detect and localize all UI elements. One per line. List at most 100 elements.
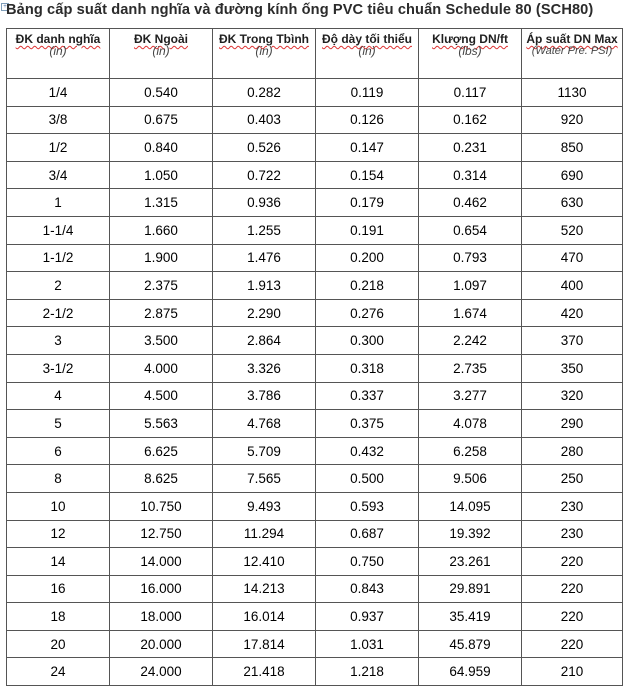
- cell-nominal-size: 18: [6, 602, 110, 631]
- header-label: Độ dày tối thiểu: [322, 32, 412, 46]
- header-label: ĐK Trong Tbình: [219, 32, 309, 46]
- cell-weight: 64.959: [418, 657, 522, 687]
- cell-inner-diameter: 0.936: [212, 188, 316, 217]
- table-row: 6 6.625 5.709 0.432 6.258 280: [6, 436, 623, 466]
- cell-weight: 23.261: [418, 547, 522, 576]
- cell-max-pressure: 690: [521, 160, 623, 190]
- cell-inner-diameter: 9.493: [212, 491, 316, 521]
- cell-outer-diameter: 4.000: [109, 353, 213, 383]
- cell-min-wall: 0.337: [315, 381, 419, 411]
- table-row: 8 8.625 7.565 0.500 9.506 250: [6, 464, 623, 493]
- cell-min-wall: 0.191: [315, 215, 419, 245]
- cell-nominal-size: 6: [6, 436, 110, 466]
- cell-min-wall: 0.500: [315, 464, 419, 493]
- cell-weight: 14.095: [418, 491, 522, 521]
- header-outer-diameter: ĐK Ngoài (in): [109, 28, 213, 79]
- cell-min-wall: 0.154: [315, 160, 419, 190]
- cell-outer-diameter: 1.315: [109, 188, 213, 217]
- cell-outer-diameter: 6.625: [109, 436, 213, 466]
- cell-nominal-size: 2: [6, 271, 110, 300]
- header-unit: (in): [255, 44, 273, 58]
- cell-outer-diameter: 2.375: [109, 271, 213, 300]
- header-unit: (Water Pre. PSI): [531, 45, 613, 57]
- page-title: Bảng cấp suất danh nghĩa và đường kính ố…: [6, 2, 594, 18]
- cell-weight: 6.258: [418, 436, 522, 466]
- table-move-handle-icon[interactable]: +: [1, 3, 9, 11]
- cell-nominal-size: 3-1/2: [6, 353, 110, 383]
- cell-max-pressure: 1130: [521, 78, 623, 107]
- cell-inner-diameter: 12.410: [212, 547, 316, 576]
- cell-max-pressure: 630: [521, 188, 623, 217]
- cell-max-pressure: 350: [521, 353, 623, 383]
- cell-min-wall: 0.318: [315, 353, 419, 383]
- table-row: 24 24.000 21.418 1.218 64.959 210: [6, 657, 623, 687]
- cell-nominal-size: 1/2: [6, 133, 110, 162]
- cell-min-wall: 0.126: [315, 105, 419, 135]
- cell-nominal-size: 3/4: [6, 160, 110, 190]
- cell-weight: 1.097: [418, 271, 522, 300]
- cell-weight: 45.879: [418, 629, 522, 659]
- cell-max-pressure: 210: [521, 657, 623, 687]
- cell-min-wall: 0.375: [315, 409, 419, 438]
- cell-inner-diameter: 1.255: [212, 215, 316, 245]
- cell-weight: 0.462: [418, 188, 522, 217]
- cell-nominal-size: 3: [6, 326, 110, 355]
- header-max-pressure: Áp suất DN Max (Water Pre. PSI): [521, 28, 623, 79]
- cell-max-pressure: 230: [521, 519, 623, 549]
- cell-inner-diameter: 3.786: [212, 381, 316, 411]
- cell-weight: 0.314: [418, 160, 522, 190]
- cell-inner-diameter: 14.213: [212, 574, 316, 604]
- cell-max-pressure: 400: [521, 271, 623, 300]
- cell-inner-diameter: 0.526: [212, 133, 316, 162]
- cell-nominal-size: 8: [6, 464, 110, 493]
- cell-max-pressure: 520: [521, 215, 623, 245]
- header-weight: Klượng DN/ft (lbs): [418, 28, 522, 79]
- cell-max-pressure: 220: [521, 629, 623, 659]
- cell-min-wall: 0.750: [315, 547, 419, 576]
- cell-weight: 0.162: [418, 105, 522, 135]
- cell-min-wall: 1.031: [315, 629, 419, 659]
- cell-weight: 1.674: [418, 298, 522, 328]
- cell-weight: 9.506: [418, 464, 522, 493]
- cell-inner-diameter: 1.476: [212, 243, 316, 273]
- cell-nominal-size: 1: [6, 188, 110, 217]
- table-row: 14 14.000 12.410 0.750 23.261 220: [6, 547, 623, 576]
- cell-inner-diameter: 1.913: [212, 271, 316, 300]
- cell-nominal-size: 1/4: [6, 78, 110, 107]
- cell-weight: 19.392: [418, 519, 522, 549]
- cell-max-pressure: 370: [521, 326, 623, 355]
- cell-max-pressure: 920: [521, 105, 623, 135]
- cell-min-wall: 0.276: [315, 298, 419, 328]
- cell-max-pressure: 280: [521, 436, 623, 466]
- cell-inner-diameter: 0.722: [212, 160, 316, 190]
- header-unit: (in): [49, 44, 67, 58]
- table-row: 20 20.000 17.814 1.031 45.879 220: [6, 629, 623, 659]
- cell-max-pressure: 320: [521, 381, 623, 411]
- cell-outer-diameter: 8.625: [109, 464, 213, 493]
- cell-min-wall: 0.687: [315, 519, 419, 549]
- cell-outer-diameter: 16.000: [109, 574, 213, 604]
- cell-min-wall: 0.843: [315, 574, 419, 604]
- cell-nominal-size: 2-1/2: [6, 298, 110, 328]
- table-row: 10 10.750 9.493 0.593 14.095 230: [6, 491, 623, 521]
- cell-outer-diameter: 1.900: [109, 243, 213, 273]
- cell-inner-diameter: 0.282: [212, 78, 316, 107]
- cell-outer-diameter: 0.675: [109, 105, 213, 135]
- table-body: 1/4 0.540 0.282 0.119 0.117 1130 3/8 0.675 0.403…: [6, 78, 623, 687]
- table-row: 2-1/2 2.875 2.290 0.276 1.674 420: [6, 298, 623, 328]
- cell-max-pressure: 850: [521, 133, 623, 162]
- cell-min-wall: 0.432: [315, 436, 419, 466]
- cell-min-wall: 0.593: [315, 491, 419, 521]
- cell-weight: 0.231: [418, 133, 522, 162]
- cell-nominal-size: 1-1/4: [6, 215, 110, 245]
- cell-weight: 2.735: [418, 353, 522, 383]
- cell-weight: 2.242: [418, 326, 522, 355]
- cell-min-wall: 0.147: [315, 133, 419, 162]
- cell-outer-diameter: 24.000: [109, 657, 213, 687]
- cell-min-wall: 0.200: [315, 243, 419, 273]
- cell-outer-diameter: 20.000: [109, 629, 213, 659]
- cell-max-pressure: 290: [521, 409, 623, 438]
- table-row: 1-1/2 1.900 1.476 0.200 0.793 470: [6, 243, 623, 273]
- cell-weight: 29.891: [418, 574, 522, 604]
- cell-inner-diameter: 2.290: [212, 298, 316, 328]
